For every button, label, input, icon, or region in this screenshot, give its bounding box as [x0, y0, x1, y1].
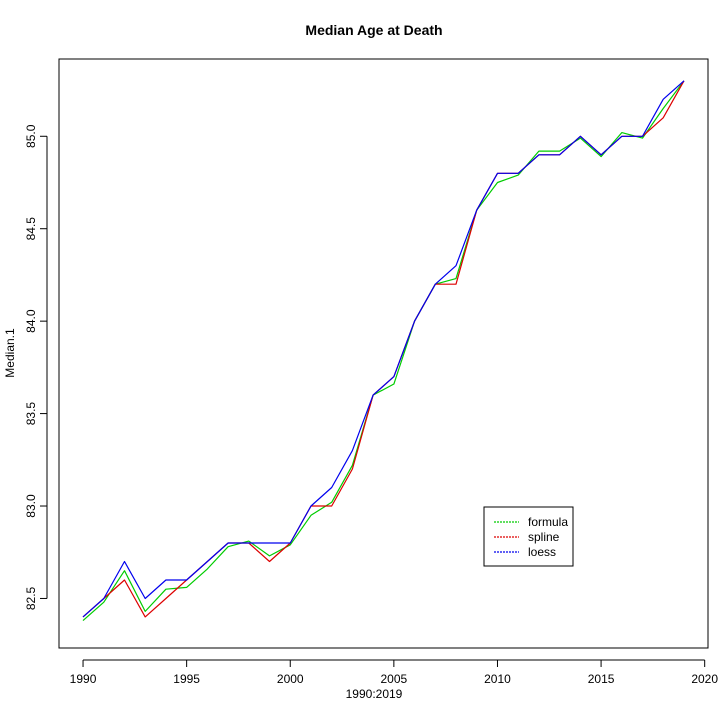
y-tick-label: 83.5	[24, 402, 38, 426]
x-tick-label: 2010	[484, 672, 511, 686]
x-tick-label: 2005	[381, 672, 408, 686]
x-tick-label: 1995	[173, 672, 200, 686]
y-axis-label: Median.1	[3, 328, 17, 378]
plot-area-frame	[58, 58, 709, 649]
legend-label-formula: formula	[528, 515, 568, 529]
y-tick-label: 84.0	[24, 309, 38, 333]
legend-label-loess: loess	[528, 545, 556, 559]
y-tick-label: 83.0	[24, 494, 38, 518]
y-axis: 82.5 83.0 83.5 84.0 84.5 85.0	[24, 124, 48, 610]
x-tick-label: 1990	[70, 672, 97, 686]
chart-title: Median Age at Death	[305, 22, 442, 38]
x-tick-label: 2020	[691, 672, 718, 686]
series-group	[82, 80, 685, 622]
series-line-formula	[82, 80, 685, 622]
y-tick-label: 85.0	[24, 124, 38, 148]
x-tick-label: 2015	[588, 672, 615, 686]
x-axis-label: 1990:2019	[346, 687, 403, 701]
series-line-loess	[82, 80, 685, 618]
x-axis: 1990 1995 2000 2005 2010 2015 2020	[70, 659, 718, 686]
y-tick-label: 84.5	[24, 217, 38, 241]
legend-label-spline: spline	[528, 530, 560, 544]
y-tick-label: 82.5	[24, 586, 38, 610]
legend-box	[483, 506, 574, 567]
x-tick-label: 2000	[277, 672, 304, 686]
